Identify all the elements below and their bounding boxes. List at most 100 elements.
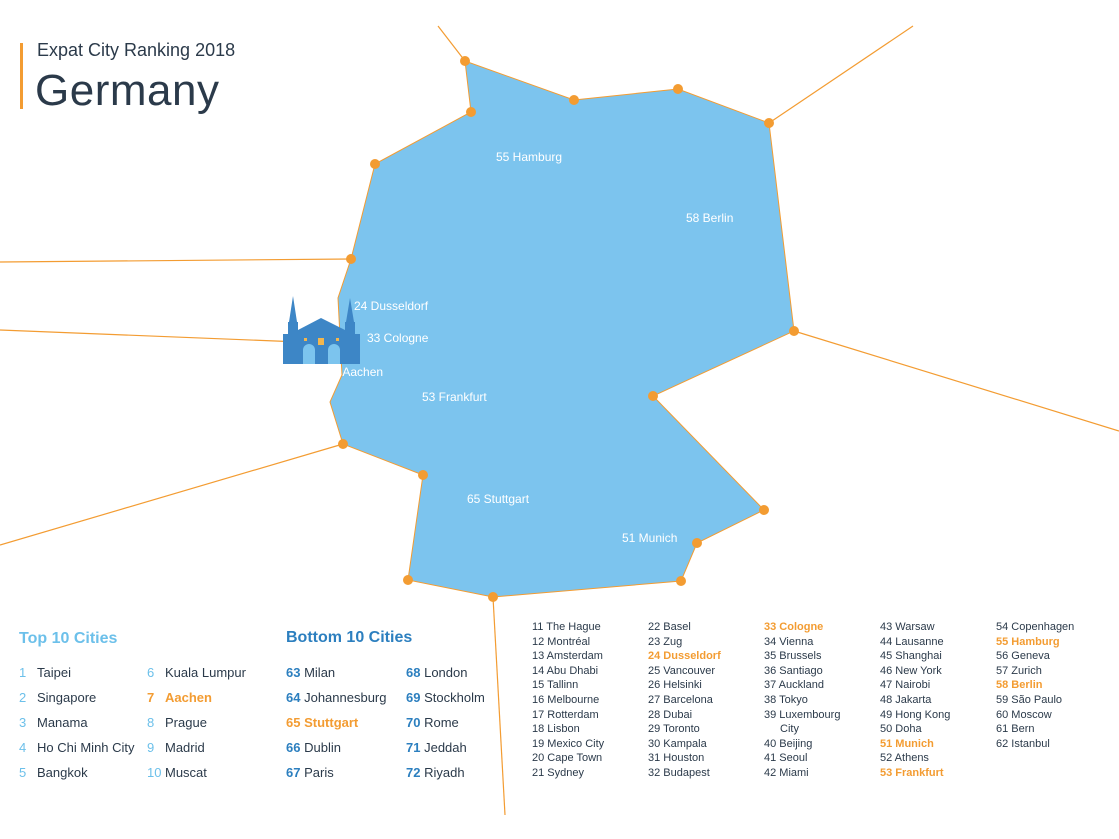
bottom10-title: Bottom 10 Cities xyxy=(286,629,413,646)
city-name: Johannesburg xyxy=(304,690,387,705)
ranking-list-item: 72 Riyadh xyxy=(406,760,485,785)
bottom10-column-1: 63 Milan 64 Johannesburg 65 Stuttgart 66 Du… xyxy=(286,660,387,785)
ranking-entry: 19 Mexico City xyxy=(532,737,605,750)
ranking-list-item: 1 Taipei xyxy=(19,660,135,685)
ranking-entry: 33 Cologne xyxy=(764,621,824,633)
city-name: Madrid xyxy=(165,740,205,755)
city-name: Muscat xyxy=(165,765,207,780)
ranking-entry: 13 Amsterdam xyxy=(532,650,603,663)
ranking-list-item: 5 Bangkok xyxy=(19,760,135,785)
city-name: Paris xyxy=(304,765,334,780)
map-label-hamburg: 55 Hamburg xyxy=(496,150,563,164)
ranking-list-item: 63 Milan xyxy=(286,660,387,685)
city-name: Rome xyxy=(424,715,459,730)
rank-number: 7 xyxy=(147,690,155,705)
ranking-entry: 56 Geneva xyxy=(996,650,1050,663)
city-name: Aachen xyxy=(165,690,212,705)
ranking-entry: 21 Sydney xyxy=(532,766,584,779)
rank-number: 2 xyxy=(19,690,27,705)
rank-number: 1 xyxy=(19,665,27,680)
title-accent-bar xyxy=(20,43,23,109)
ranking-entry: City xyxy=(780,723,799,736)
ranking-entry: 55 Hamburg xyxy=(996,635,1060,648)
ranking-list-item: 3 Manama xyxy=(19,710,135,735)
rank-number: 6 xyxy=(147,665,155,680)
ranking-entry: 29 Toronto xyxy=(648,723,700,736)
city-name: Stuttgart xyxy=(304,715,359,730)
ranking-entry: 42 Miami xyxy=(764,766,809,779)
ranking-entry: 62 Istanbul xyxy=(996,737,1050,750)
rank-number: 72 xyxy=(406,765,421,780)
ranking-column-5: 54 Copenhagen 55 Hamburg 56 Geneva 57 Zuric… xyxy=(996,620,1074,751)
rank-number: 70 xyxy=(406,715,421,730)
rank-number: 9 xyxy=(147,740,155,755)
ranking-list-item: 66 Dublin xyxy=(286,735,387,760)
ranking-list-item: 8 Prague xyxy=(147,710,246,735)
ranking-entry: 43 Warsaw xyxy=(880,621,935,633)
ranking-entry: 32 Budapest xyxy=(648,766,710,779)
ranking-list-item: 65 Stuttgart xyxy=(286,710,387,735)
aachen-cathedral-icon xyxy=(283,296,360,364)
rank-number: 10 xyxy=(147,765,162,780)
city-name: London xyxy=(424,665,468,680)
city-name: Milan xyxy=(304,665,336,680)
ranking-entry: 34 Vienna xyxy=(764,635,814,648)
city-name: Singapore xyxy=(37,690,97,705)
border-vertices xyxy=(338,56,799,602)
ranking-entry: 18 Lisbon xyxy=(532,723,580,736)
ranking-entry: 36 Santiago xyxy=(764,664,823,677)
ranking-entry: 28 Dubai xyxy=(648,708,693,721)
city-name: Manama xyxy=(37,715,88,730)
ranking-entry: 22 Basel xyxy=(648,621,691,633)
top10-column-1: 1 Taipei 2 Singapore 3 Manama 4 Ho Chi Minh Cit… xyxy=(19,660,135,785)
ranking-entry: 39 Luxembourg xyxy=(764,708,841,721)
rank-number: 64 xyxy=(286,690,301,705)
city-name: Taipei xyxy=(37,665,71,680)
ranking-entry: 46 New York xyxy=(880,664,942,677)
ranking-entry: 47 Nairobi xyxy=(880,679,931,692)
map-label-munich: 51 Munich xyxy=(622,531,678,545)
rank-number: 69 xyxy=(406,690,421,705)
bottom10-column-2: 68 London 69 Stockholm 70 Rome 71 Jeddah 72 … xyxy=(406,660,485,785)
ranking-entry: 51 Munich xyxy=(880,737,934,750)
map-label-berlin: 58 Berlin xyxy=(686,211,734,225)
city-name: Prague xyxy=(165,715,207,730)
ranking-list-item: 2 Singapore xyxy=(19,685,135,710)
ranking-entry: 57 Zurich xyxy=(996,664,1042,677)
ranking-list-item: 70 Rome xyxy=(406,710,485,735)
rank-number: 63 xyxy=(286,665,301,680)
ranking-entry: 31 Houston xyxy=(648,752,705,765)
ranking-entry: 15 Tallinn xyxy=(532,679,579,692)
map-label-dusseldorf: 24 Dusseldorf xyxy=(354,299,429,313)
ranking-entry: 41 Seoul xyxy=(764,752,808,765)
ranking-entry: 14 Abu Dhabi xyxy=(532,664,599,677)
city-name: Riyadh xyxy=(424,765,465,780)
ranking-entry: 35 Brussels xyxy=(764,650,822,663)
ranking-entry: 53 Frankfurt xyxy=(880,766,944,779)
ranking-entry: 54 Copenhagen xyxy=(996,621,1075,633)
ranking-list-item: 7 Aachen xyxy=(147,685,246,710)
ranking-entry: 30 Kampala xyxy=(648,737,707,750)
ranking-entry: 25 Vancouver xyxy=(648,664,716,677)
rank-number: 4 xyxy=(19,740,27,755)
map-label-stuttgart: 65 Stuttgart xyxy=(467,492,530,506)
ranking-entry: 40 Beijing xyxy=(764,737,813,750)
ranking-list-item: 68 London xyxy=(406,660,485,685)
top10-title: Top 10 Cities xyxy=(19,630,118,647)
ranking-entry: 58 Berlin xyxy=(996,679,1043,692)
ranking-entry: 38 Tokyo xyxy=(764,693,808,706)
page-title: Germany xyxy=(35,66,220,115)
top10-column-2: 6 Kuala Lumpur 7 Aachen 8 Prague 9 Madrid 10 Musc… xyxy=(147,660,246,785)
city-name: Ho Chi Minh City xyxy=(37,740,135,755)
map-label-frankfurt: 53 Frankfurt xyxy=(422,390,487,404)
rank-number: 8 xyxy=(147,715,155,730)
ranking-entry: 17 Rotterdam xyxy=(532,708,599,721)
ranking-entry: 16 Melbourne xyxy=(532,693,600,706)
rank-number: 5 xyxy=(19,765,27,780)
ranking-list-item: 71 Jeddah xyxy=(406,735,485,760)
city-name: Bangkok xyxy=(37,765,88,780)
ranking-list-item: 64 Johannesburg xyxy=(286,685,387,710)
ranking-entry: 49 Hong Kong xyxy=(880,708,951,721)
page-subtitle: Expat City Ranking 2018 xyxy=(37,40,236,60)
